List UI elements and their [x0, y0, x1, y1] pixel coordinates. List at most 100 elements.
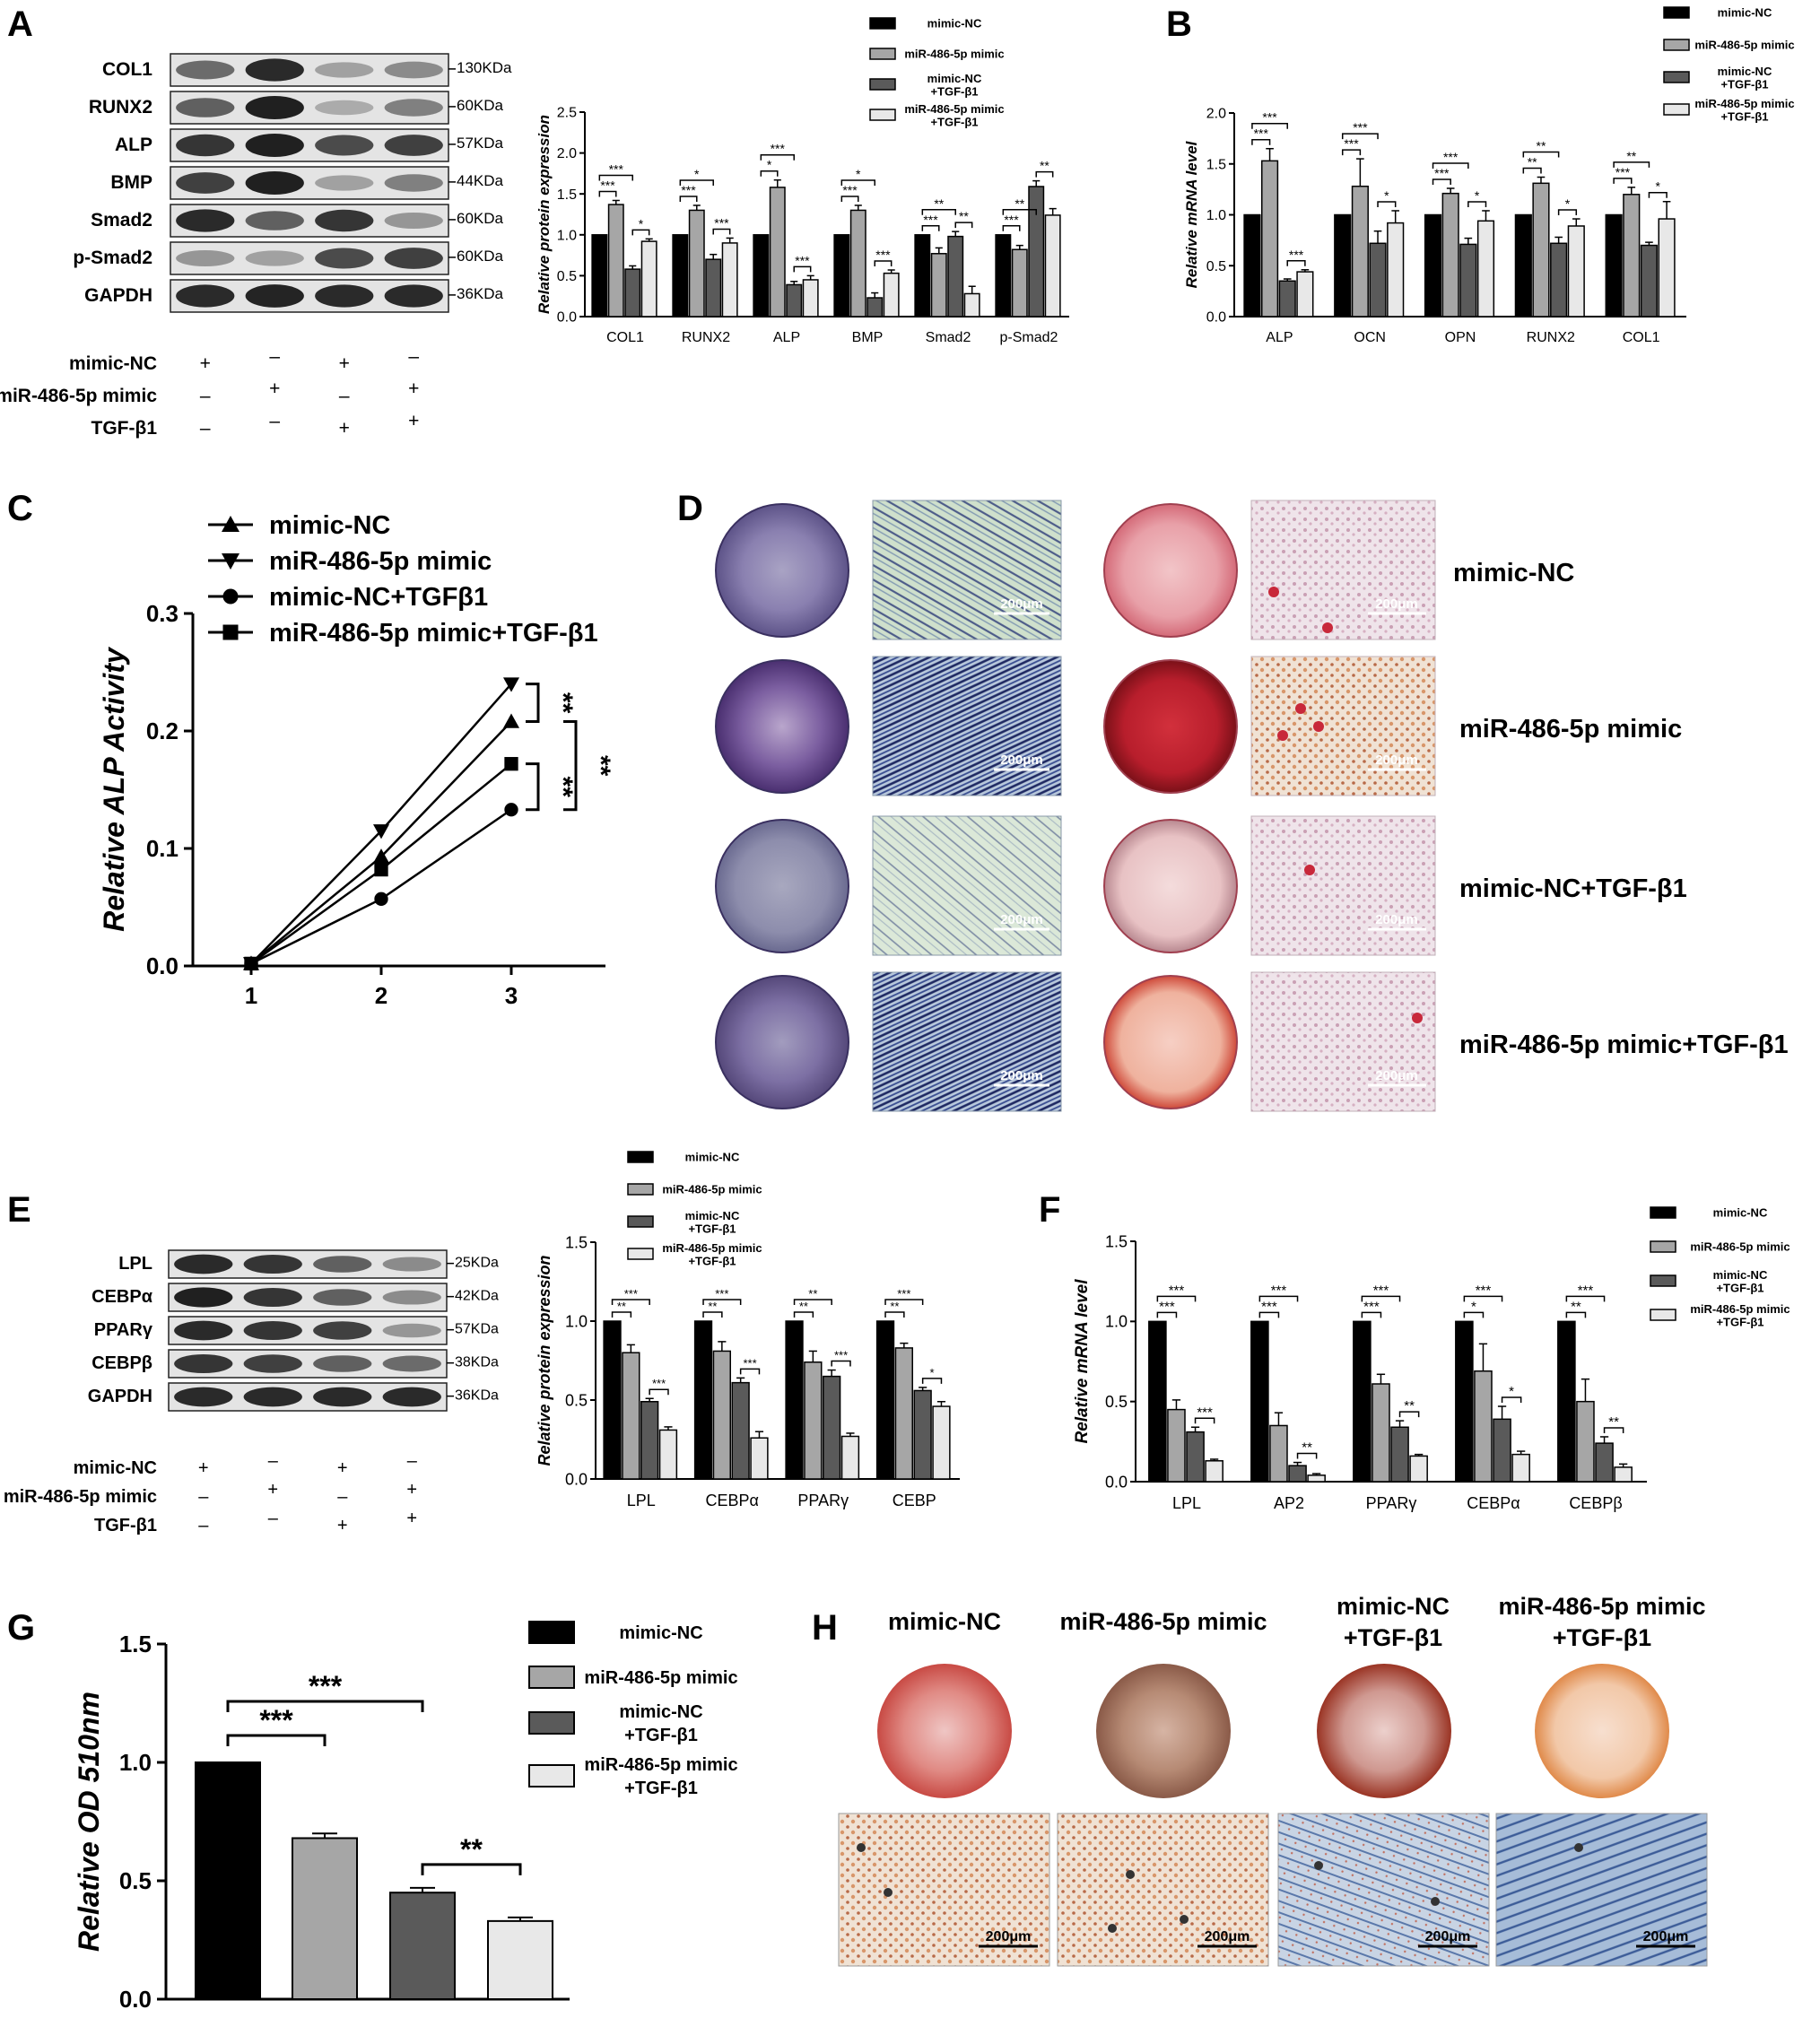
oil-red-micrograph-3	[1495, 1813, 1708, 1967]
condition-sign-0-0: +	[198, 1458, 209, 1478]
bar-4-3	[1658, 218, 1676, 317]
scale-label-ar-3: 200μm	[1375, 1068, 1418, 1083]
bar-4-0	[914, 234, 931, 317]
blot-label-2: ALP	[115, 135, 152, 155]
oil-red-micrograph-0	[838, 1813, 1050, 1967]
sig-label-0-0: ***	[1254, 126, 1269, 141]
blot-size-0: 25KDa	[455, 1255, 499, 1270]
blot-band-4-0	[176, 209, 235, 232]
sig-bracket-3-0	[884, 1311, 905, 1318]
panel-letter-d: D	[677, 489, 703, 528]
blot-size-2: 57KDa	[455, 1321, 499, 1336]
alp-well-0	[715, 503, 849, 638]
row-label-1: miR-486-5p mimic	[1459, 715, 1682, 744]
sig-label-1-0: **	[708, 1300, 717, 1313]
sig-label-2: **	[460, 1833, 483, 1866]
sig-label-2-2: ***	[795, 253, 810, 267]
sig-label-0-2: *	[639, 216, 644, 231]
sig-label-0-2: ***	[1197, 1405, 1213, 1420]
alp-micrograph-2	[872, 815, 1062, 956]
blot-band-1-2	[315, 100, 374, 116]
condition-sign-1-0: –	[200, 386, 211, 406]
sig-label-0-2: ***	[652, 1377, 666, 1390]
blot-band-5-3	[384, 248, 443, 269]
bar-chart-a: 0.0 0.5 1.0 1.5 2.0 2.5 Relative protein expre…	[536, 17, 1069, 345]
legend-label-3: miR-486-5p mimic	[584, 1755, 737, 1775]
legend-label-1: miR-486-5p mimic	[269, 547, 492, 576]
scale-label-alp-1: 200μm	[1000, 752, 1043, 768]
bar-2-3	[840, 1435, 860, 1480]
sig-bracket-3-1	[884, 1299, 924, 1305]
sig-label-1: **	[548, 777, 578, 798]
bar-2-2	[823, 1375, 841, 1480]
bar-3-0	[1455, 1320, 1474, 1483]
sig-label-0: ***	[259, 1704, 293, 1736]
y-tick-label-3: 1.5	[565, 1233, 588, 1251]
legend-swatch-3	[869, 109, 896, 121]
legend-swatch-2	[528, 1711, 575, 1735]
legend-label-2: mimic-NC	[1718, 65, 1772, 78]
x-tick-label-2: OPN	[1445, 330, 1476, 345]
y-tick-label-2: 0.2	[146, 718, 179, 744]
sig-bracket-3-1	[1522, 151, 1560, 158]
sig-label-1-2: *	[1384, 188, 1389, 203]
oil-red-well-1	[1096, 1664, 1231, 1798]
alizarin-well-3	[1103, 975, 1238, 1109]
point-0-1	[373, 848, 389, 864]
blot-band-0-0	[176, 60, 235, 80]
blot-band-4-1	[243, 1387, 302, 1407]
legend-label-3-line2: +TGF-β1	[688, 1254, 736, 1267]
condition-label-1: miR-486-5p mimic	[4, 1487, 157, 1507]
oil-red-micrograph-1	[1057, 1813, 1269, 1967]
y-tick-label-0: 0.0	[1206, 310, 1226, 326]
blot-band-4-2	[313, 1387, 372, 1407]
x-tick-label-1: 2	[375, 982, 388, 1009]
legend-label-0: mimic-NC	[1718, 6, 1772, 20]
blot-band-3-3	[382, 1355, 441, 1372]
column-label-0: mimic-NC	[888, 1608, 1001, 1635]
bar-5-0	[995, 234, 1012, 317]
sig-bracket-3-0	[840, 196, 859, 202]
y-axis-label: Relative protein expression	[536, 1255, 553, 1466]
sig-label-4-1: **	[1626, 149, 1636, 163]
sig-label-3-1: ***	[1476, 1283, 1492, 1298]
sig-label-1-0: ***	[681, 183, 696, 197]
blot-label-2: PPARγ	[94, 1320, 153, 1340]
blot-label-4: GAPDH	[88, 1387, 152, 1406]
scale-label-1: 200μm	[1205, 1929, 1250, 1944]
legend-label-1: miR-486-5p mimic	[1694, 39, 1794, 52]
column-label-2: mimic-NC	[1337, 1593, 1450, 1620]
panel-e: E LPL 25KDa CEBPα 42KDa PPARγ 57KDa CEBPβ 38KDa…	[4, 1151, 960, 1535]
legend-label-2-line2: +TGF-β1	[1720, 77, 1768, 91]
legend-label-1: miR-486-5p mimic	[1690, 1240, 1790, 1254]
x-tick-label-3: RUNX2	[1527, 330, 1575, 345]
condition-sign-2-2: +	[339, 418, 350, 439]
x-tick-label-3: CEBP	[893, 1492, 936, 1509]
sig-label-2-0: *	[767, 158, 772, 172]
bar-0-0	[1243, 213, 1261, 317]
bar-1-2	[705, 258, 722, 317]
legend-label-2: mimic-NC	[1713, 1268, 1768, 1282]
sig-bracket-1	[526, 762, 540, 812]
blot-band-4-3	[384, 213, 443, 229]
alizarin-micrograph-3	[1250, 971, 1436, 1112]
sig-label-3-2: *	[930, 1366, 935, 1379]
blot-band-6-0	[176, 284, 235, 308]
sig-bracket-2	[563, 720, 578, 812]
sig-label-0-2: ***	[1289, 248, 1304, 262]
sig-bracket-1-2	[1377, 201, 1397, 207]
y-tick-label-3: 0.3	[146, 600, 179, 627]
legend-swatch-0	[1663, 6, 1690, 19]
blot-band-5-2	[315, 248, 374, 269]
sig-bracket-2-0	[1432, 178, 1451, 185]
legend-swatch-0	[869, 17, 896, 30]
mineral-spot-2	[1295, 703, 1306, 714]
bar-1-1	[1269, 1424, 1288, 1483]
alp-well-2	[715, 819, 849, 953]
bar-2	[389, 1892, 456, 2000]
bar-1-1	[688, 209, 705, 317]
sig-bracket-4-2	[954, 222, 973, 229]
sig-bracket-3-0	[1522, 167, 1542, 174]
sig-bracket-3-1	[840, 179, 875, 186]
